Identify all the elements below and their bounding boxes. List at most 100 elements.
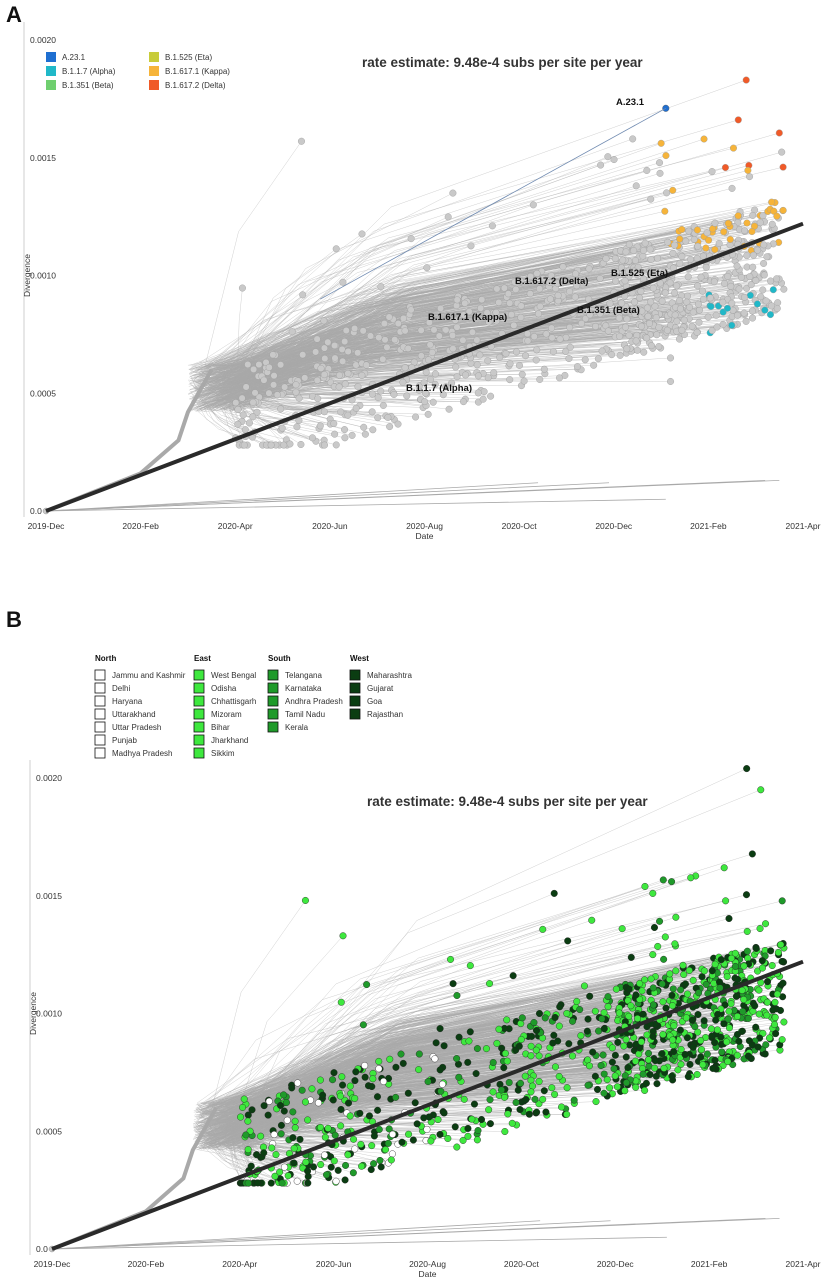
- tip-point: [508, 1119, 516, 1127]
- tip-point: [763, 253, 771, 261]
- tip-point: [744, 1014, 752, 1022]
- tip-point: [525, 1110, 533, 1118]
- tip-point: [720, 864, 728, 872]
- tree-branch: [212, 1018, 602, 1148]
- tip-point: [320, 371, 328, 379]
- tip-point: [643, 304, 651, 312]
- tip-point: [631, 310, 639, 318]
- tip-point: [291, 1124, 299, 1132]
- tip-point: [760, 259, 768, 267]
- tip-point: [583, 1027, 591, 1035]
- tree-branch: [232, 952, 779, 1148]
- tree-branch: [220, 893, 653, 1130]
- tip-point: [645, 1049, 653, 1057]
- tip-point: [337, 1105, 345, 1113]
- tip-point: [411, 1099, 419, 1107]
- tip-point: [330, 420, 338, 428]
- tip-point: [526, 272, 534, 280]
- tip-point: [614, 1038, 622, 1046]
- tip-point: [421, 398, 429, 406]
- tip-point: [676, 1026, 684, 1034]
- legend-swatch: [149, 66, 159, 76]
- legend-label: Sikkim: [211, 749, 235, 758]
- tip-point: [473, 1045, 481, 1053]
- tip-point: [517, 1035, 525, 1043]
- tip-point: [585, 265, 593, 273]
- tree-branch: [225, 345, 652, 368]
- tip-point: [725, 1007, 733, 1015]
- tip-point: [596, 274, 604, 282]
- tip-point: [548, 334, 556, 342]
- tip-point: [232, 399, 240, 407]
- chart-title: rate estimate: 9.48e-4 subs per site per…: [362, 55, 643, 70]
- tip-point: [558, 1103, 566, 1111]
- tip-point: [649, 984, 657, 992]
- tip-point: [486, 1096, 494, 1104]
- tip-point: [535, 1077, 543, 1085]
- tip-point: [368, 1142, 376, 1150]
- tip-point: [778, 957, 786, 965]
- tip-point: [403, 392, 411, 400]
- tip-point: [321, 441, 329, 449]
- tip-point: [584, 1015, 592, 1023]
- tip-point: [313, 376, 321, 384]
- tip-point: [532, 356, 540, 364]
- tip-point: [573, 363, 581, 371]
- tip-point: [527, 1076, 535, 1084]
- tip-point: [754, 246, 762, 254]
- tip-point: [337, 408, 345, 416]
- tip-point: [302, 1158, 310, 1166]
- tip-point: [668, 991, 676, 999]
- tree-branch: [231, 155, 667, 378]
- tip-point: [702, 980, 710, 988]
- tip-point: [326, 378, 334, 386]
- tip-point: [627, 1002, 635, 1010]
- a231-branch: [320, 107, 666, 300]
- tip-point: [464, 1058, 472, 1066]
- tip-point: [727, 1000, 735, 1008]
- tip-point: [270, 1131, 278, 1139]
- tree-branch: [218, 270, 635, 371]
- tip-point: [612, 277, 620, 285]
- tree-branch: [242, 188, 733, 381]
- tip-point: [599, 1051, 607, 1059]
- tip-point: [630, 247, 638, 255]
- tip-point: [555, 1022, 563, 1030]
- legend-label: Mizoram: [211, 710, 242, 719]
- tip-point: [524, 337, 532, 345]
- tip-point: [649, 1001, 657, 1009]
- x-axis-label: Date: [416, 531, 434, 541]
- tip-point: [468, 1115, 476, 1123]
- tree-branch: [45, 482, 610, 512]
- tip-point: [360, 423, 368, 431]
- tree-branch: [195, 959, 664, 1141]
- legend-swatch: [46, 66, 56, 76]
- tree-branch: [238, 358, 456, 410]
- tip-point: [758, 957, 766, 965]
- tree-branch: [238, 970, 705, 1129]
- tip-point: [455, 1033, 463, 1041]
- tip-point: [650, 924, 658, 932]
- tip-point: [517, 313, 525, 321]
- tip-point: [584, 1081, 592, 1089]
- tree-branch: [51, 1236, 667, 1250]
- tip-point: [460, 311, 468, 319]
- tip-point: [616, 332, 624, 340]
- tip-point: [321, 1133, 329, 1141]
- tip-point: [758, 964, 766, 972]
- tip-point: [687, 874, 695, 882]
- tip-point: [642, 1079, 650, 1087]
- tip-point: [703, 1050, 711, 1058]
- tree-branch: [248, 920, 592, 1107]
- tip-point: [521, 1072, 529, 1080]
- tip-point: [424, 1078, 432, 1086]
- tip-point: [498, 1044, 506, 1052]
- tip-point: [485, 318, 493, 326]
- tip-point: [412, 413, 420, 421]
- tip-point: [439, 391, 447, 399]
- legend-label: West Bengal: [211, 671, 256, 680]
- tip-point: [415, 1050, 423, 1058]
- tip-point: [719, 321, 727, 329]
- legend-swatch: [193, 682, 205, 694]
- tip-point: [234, 405, 242, 413]
